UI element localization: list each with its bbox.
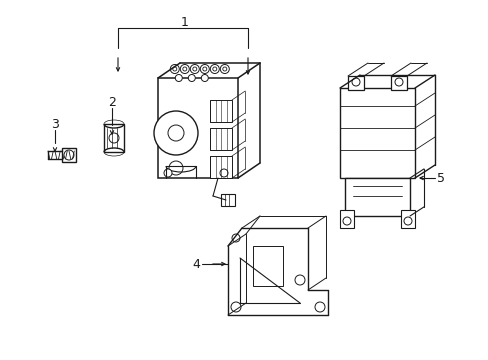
Circle shape bbox=[169, 161, 183, 175]
Circle shape bbox=[168, 125, 183, 141]
Circle shape bbox=[180, 64, 189, 73]
Bar bbox=[62, 148, 76, 162]
Text: 5: 5 bbox=[436, 171, 444, 184]
Circle shape bbox=[394, 78, 402, 86]
Bar bbox=[158, 78, 238, 178]
Circle shape bbox=[170, 64, 179, 73]
Circle shape bbox=[201, 75, 208, 81]
Bar bbox=[339, 210, 353, 228]
Bar bbox=[209, 156, 231, 178]
Text: 2: 2 bbox=[108, 96, 116, 109]
Circle shape bbox=[212, 67, 216, 71]
Bar bbox=[209, 128, 231, 150]
Circle shape bbox=[203, 67, 206, 71]
Circle shape bbox=[154, 111, 198, 155]
Bar bbox=[390, 76, 406, 90]
Circle shape bbox=[230, 302, 241, 312]
Circle shape bbox=[314, 302, 325, 312]
Circle shape bbox=[163, 169, 172, 177]
Bar bbox=[104, 124, 124, 152]
Bar bbox=[209, 100, 231, 122]
Circle shape bbox=[183, 67, 186, 71]
Bar bbox=[347, 76, 363, 90]
Bar bbox=[339, 88, 414, 178]
Bar bbox=[252, 246, 283, 286]
Text: 3: 3 bbox=[51, 118, 59, 131]
Circle shape bbox=[223, 67, 226, 71]
Circle shape bbox=[64, 150, 74, 160]
Circle shape bbox=[172, 67, 177, 71]
Circle shape bbox=[109, 133, 119, 143]
Circle shape bbox=[231, 234, 240, 242]
Bar bbox=[221, 194, 235, 206]
Circle shape bbox=[210, 64, 219, 73]
Circle shape bbox=[342, 217, 350, 225]
Circle shape bbox=[351, 78, 359, 86]
Circle shape bbox=[220, 169, 227, 177]
Circle shape bbox=[192, 67, 196, 71]
Circle shape bbox=[294, 275, 305, 285]
Bar bbox=[345, 178, 409, 216]
Text: 1: 1 bbox=[181, 15, 188, 28]
Circle shape bbox=[220, 64, 229, 73]
Circle shape bbox=[403, 217, 411, 225]
Circle shape bbox=[175, 75, 182, 81]
Bar bbox=[400, 210, 414, 228]
Circle shape bbox=[200, 64, 209, 73]
Circle shape bbox=[190, 64, 199, 73]
Circle shape bbox=[188, 75, 195, 81]
Text: 4: 4 bbox=[192, 257, 200, 270]
